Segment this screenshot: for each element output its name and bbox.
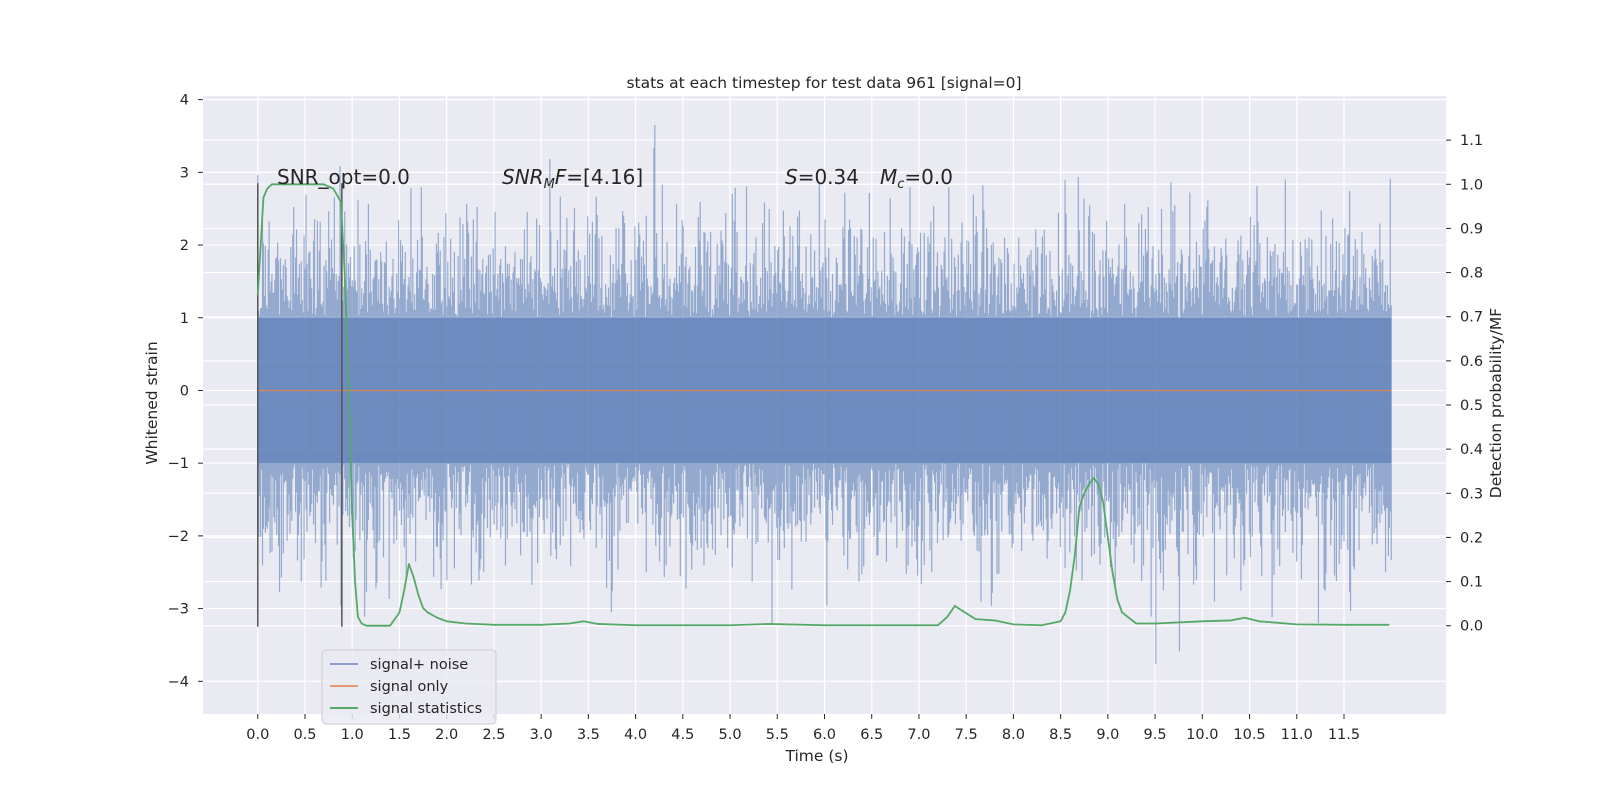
x-tick-label: 8.0 <box>1002 727 1025 743</box>
y-axis-right-label: Detection probability/MF <box>1487 308 1505 499</box>
y-right-tick-label: 1.1 <box>1460 133 1483 149</box>
legend-label-signal-statistics: signal statistics <box>370 701 482 717</box>
y-tick-label: −3 <box>168 602 189 618</box>
x-tick-label: 5.0 <box>719 727 742 743</box>
y-axis-label: Whitened strain <box>143 341 161 464</box>
y-right-tick-label: 0.6 <box>1460 354 1483 370</box>
annotation-snr-mf: SNRMF=[4.16] <box>502 165 643 192</box>
x-tick-label: 2.5 <box>482 727 505 743</box>
y-tick-label: −2 <box>168 529 189 545</box>
x-tick-label: 11.5 <box>1328 727 1360 743</box>
axes: 0.0 0.5 1.0 1.5 2.0 2.5 3.0 3.5 4.0 4.5 5.0 5.5 6.0 6… <box>168 93 1483 743</box>
y-tick-label: −1 <box>168 456 189 472</box>
x-tick-label: 1.5 <box>388 727 411 743</box>
x-tick-label: 9.0 <box>1096 727 1119 743</box>
annotation-s: S=0.34 <box>785 165 859 189</box>
series-lines <box>256 183 1392 627</box>
x-tick-label: 4.0 <box>624 727 647 743</box>
y-tick-label: 2 <box>180 238 189 254</box>
x-tick-label: 0.0 <box>246 727 269 743</box>
annotation-snr-opt: SNR_opt=0.0 <box>277 165 410 189</box>
x-tick-label: 6.5 <box>860 727 883 743</box>
y-tick-label: −4 <box>168 674 189 690</box>
y-right-tick-label: 0.9 <box>1460 221 1483 237</box>
x-tick-label: 10.5 <box>1233 727 1265 743</box>
y-tick-label: 3 <box>180 165 189 181</box>
legend-label-signal-only: signal only <box>370 679 449 695</box>
y-right-tick-label: 0.4 <box>1460 442 1483 458</box>
y-right-tick-label: 0.7 <box>1460 310 1483 326</box>
y-right-tick-label: 0.8 <box>1460 266 1483 282</box>
legend-label-signal-plus-noise: signal+ noise <box>370 657 468 673</box>
x-tick-label: 1.0 <box>341 727 364 743</box>
x-tick-label: 11.0 <box>1281 727 1313 743</box>
x-tick-label: 6.0 <box>813 727 836 743</box>
legend-box <box>321 649 497 725</box>
x-tick-label: 2.0 <box>435 727 458 743</box>
y-right-tick-label: 0.3 <box>1460 486 1483 502</box>
x-tick-label: 7.0 <box>907 727 930 743</box>
x-tick-label: 8.5 <box>1049 727 1072 743</box>
x-axis-label: Time (s) <box>784 747 848 765</box>
y-right-tick-label: 1.0 <box>1460 177 1483 193</box>
y-right-tick-label: 0.2 <box>1460 530 1483 546</box>
y-right-tick-label: 0.1 <box>1460 575 1483 591</box>
series-signal-statistics-line <box>256 183 1390 627</box>
y-right-tick-label: 0.0 <box>1460 619 1483 635</box>
x-tick-label: 4.5 <box>671 727 694 743</box>
legend: signal+ noise signal only signal statist… <box>321 649 497 725</box>
x-tick-label: 3.0 <box>530 727 553 743</box>
y-tick-label: 1 <box>180 311 189 327</box>
x-tick-label: 9.5 <box>1144 727 1167 743</box>
y-tick-label: 0 <box>180 383 189 399</box>
x-tick-label: 5.5 <box>766 727 789 743</box>
chart-title: stats at each timestep for test data 961… <box>626 74 1021 92</box>
y-right-tick-label: 0.5 <box>1460 398 1483 414</box>
x-tick-label: 3.5 <box>577 727 600 743</box>
x-tick-label: 7.5 <box>955 727 978 743</box>
x-tick-label: 10.0 <box>1186 727 1218 743</box>
x-tick-label: 0.5 <box>293 727 316 743</box>
y-tick-label: 4 <box>180 93 189 109</box>
annotation-mc: Mc=0.0 <box>880 165 953 192</box>
